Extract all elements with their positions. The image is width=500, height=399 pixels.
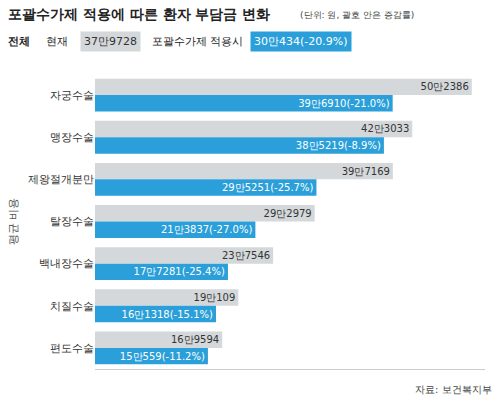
svg-text:42만3033: 42만3033 [361, 123, 409, 134]
svg-text:19만109: 19만109 [194, 292, 236, 303]
svg-text:29만5251(-25.7%): 29만5251(-25.7%) [222, 182, 313, 193]
svg-text:16만9594: 16만9594 [171, 334, 219, 345]
svg-text:38만5219(-8.9%): 38만5219(-8.9%) [296, 140, 381, 151]
svg-text:제왕절개분만: 제왕절개분만 [28, 173, 94, 186]
svg-text:39만6910(-21.0%): 39만6910(-21.0%) [298, 98, 389, 109]
svg-text:15만559(-11.2%): 15만559(-11.2%) [120, 351, 205, 362]
svg-text:37만9728: 37만9728 [84, 35, 137, 48]
svg-text:백내장수술: 백내장수술 [39, 257, 94, 270]
svg-text:치질수술: 치질수술 [50, 300, 94, 313]
svg-text:21만3837(-27.0%): 21만3837(-27.0%) [161, 224, 252, 235]
svg-text:전체: 전체 [8, 35, 30, 48]
svg-text:39만7169: 39만7169 [342, 166, 390, 177]
svg-text:16만1318(-15.1%): 16만1318(-15.1%) [122, 309, 213, 320]
svg-text:29만2979: 29만2979 [264, 208, 312, 219]
svg-text:포괄수가제 적용에 따른 환자 부담금 변화: 포괄수가제 적용에 따른 환자 부담금 변화 [8, 6, 270, 22]
svg-text:30만434(-20.9%): 30만434(-20.9%) [254, 35, 348, 48]
svg-text:탈장수술: 탈장수술 [50, 215, 94, 228]
svg-text:17만7281(-25.4%): 17만7281(-25.4%) [134, 266, 225, 277]
svg-text:현재: 현재 [46, 35, 68, 48]
svg-text:50만2386: 50만2386 [421, 81, 469, 92]
svg-text:자료: 보건복지부: 자료: 보건복지부 [415, 384, 492, 395]
svg-text:자궁수술: 자궁수술 [50, 89, 94, 102]
svg-text:포괄수가제 적용시: 포괄수가제 적용시 [152, 35, 244, 48]
svg-text:(단위: 원, 괄호 안은 증감률): (단위: 원, 괄호 안은 증감률) [300, 10, 414, 20]
svg-text:편도수술: 편도수술 [50, 342, 94, 355]
svg-text:23만7546: 23만7546 [222, 250, 270, 261]
svg-text:맹장수술: 맹장수술 [50, 131, 94, 144]
svg-text:평균 비용: 평균 비용 [7, 198, 20, 246]
